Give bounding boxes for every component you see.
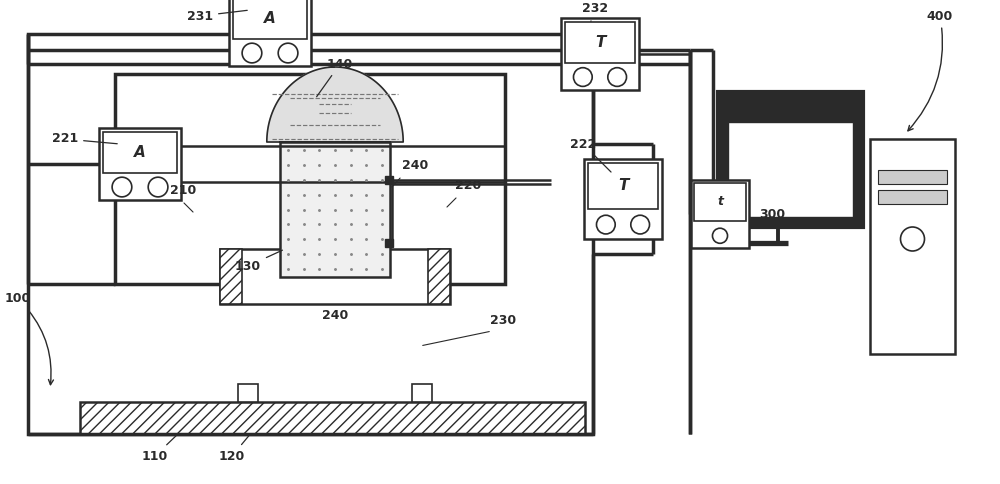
Bar (694, 183, 746, 221)
Text: 110: 110 (142, 434, 178, 463)
Bar (220, 249, 242, 304)
Bar (561, 18, 639, 90)
Bar (718, 91, 862, 227)
Bar (80, 402, 585, 434)
Text: 240: 240 (402, 159, 428, 172)
Bar (238, 384, 258, 402)
Bar (588, 163, 658, 209)
Text: 232: 232 (582, 2, 608, 21)
Text: 140: 140 (317, 58, 353, 97)
Bar (115, 74, 505, 284)
Text: 240: 240 (322, 309, 348, 322)
Text: A: A (264, 11, 276, 26)
Text: 100: 100 (5, 292, 53, 385)
Bar (878, 190, 947, 204)
Bar (28, 34, 593, 434)
Bar (878, 170, 947, 184)
Text: 222: 222 (570, 137, 611, 172)
Text: 221: 221 (52, 133, 117, 146)
Text: 400: 400 (908, 10, 953, 131)
Bar (428, 249, 450, 304)
Bar (220, 249, 450, 304)
Text: 220: 220 (455, 179, 481, 192)
Bar (229, 0, 311, 66)
Polygon shape (267, 67, 403, 142)
Bar (99, 128, 181, 200)
Text: A: A (134, 145, 146, 160)
Bar (691, 180, 749, 248)
Text: t: t (717, 196, 723, 209)
Text: 130: 130 (235, 250, 282, 272)
Text: 210: 210 (170, 184, 196, 197)
Bar (103, 132, 177, 173)
Bar (233, 0, 307, 39)
Bar (870, 139, 955, 354)
Text: T: T (618, 178, 628, 193)
Bar (412, 384, 432, 402)
Text: T: T (595, 35, 605, 50)
Text: 230: 230 (490, 314, 516, 327)
Text: 120: 120 (219, 434, 250, 463)
Bar (728, 121, 852, 216)
Text: 300: 300 (759, 208, 785, 221)
Bar (280, 142, 390, 277)
Bar (565, 22, 635, 62)
Text: 231: 231 (187, 10, 247, 22)
Bar (584, 159, 662, 239)
